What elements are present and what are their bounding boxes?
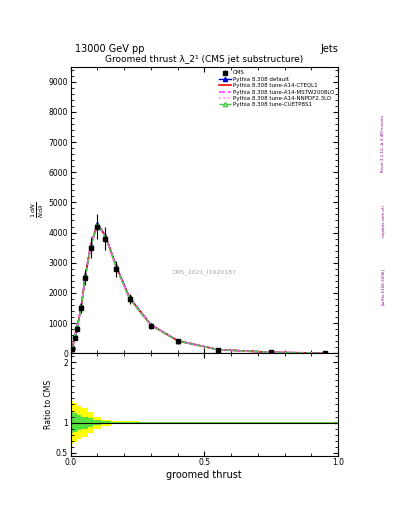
Pythia 8.308 tune-A14-CTEQL1 [75,324,80,330]
Pythia 8.308 tune-CUETP8S1 [75,324,80,330]
Pythia 8.308 tune-A14-MSTW2008LO [127,295,132,302]
Pythia 8.308 default [88,242,93,248]
Pythia 8.308 tune-A14-CTEQL1 [72,332,77,338]
Pythia 8.308 tune-CUETP8S1 [114,264,119,270]
Pythia 8.308 tune-CUETP8S1 [103,234,108,240]
Pythia 8.308 tune-CUETP8S1 [69,349,74,355]
Pythia 8.308 tune-A14-MSTW2008LO [103,233,108,240]
Pythia 8.308 tune-A14-CTEQL1 [269,349,274,355]
Pythia 8.308 tune-A14-NNPDF2.3LO [83,273,88,279]
Pythia 8.308 tune-A14-MSTW2008LO [88,243,93,249]
Pythia 8.308 tune-A14-MSTW2008LO [175,338,180,344]
Pythia 8.308 default [83,272,88,278]
Pythia 8.308 tune-A14-NNPDF2.3LO [322,350,327,356]
Pythia 8.308 tune-A14-NNPDF2.3LO [269,349,274,355]
Pythia 8.308 tune-A14-NNPDF2.3LO [69,349,74,355]
Pythia 8.308 tune-A14-MSTW2008LO [79,303,84,309]
Pythia 8.308 tune-A14-MSTW2008LO [95,222,100,228]
Pythia 8.308 tune-A14-NNPDF2.3LO [88,243,93,249]
Pythia 8.308 default [215,347,220,353]
Pythia 8.308 tune-A14-CTEQL1 [79,303,84,309]
Pythia 8.308 tune-A14-MSTW2008LO [215,347,220,353]
Pythia 8.308 default [175,337,180,344]
Pythia 8.308 tune-A14-NNPDF2.3LO [114,264,119,270]
Text: 13000 GeV pp: 13000 GeV pp [75,44,144,54]
Pythia 8.308 tune-CUETP8S1 [149,322,153,328]
Title: Groomed thrust λ_2¹ (CMS jet substructure): Groomed thrust λ_2¹ (CMS jet substructur… [105,55,303,65]
Pythia 8.308 default [79,302,84,308]
Pythia 8.308 default [69,349,74,355]
Pythia 8.308 default [269,349,274,355]
Pythia 8.308 tune-CUETP8S1 [70,344,75,350]
Pythia 8.308 tune-A14-CTEQL1 [103,233,108,239]
Pythia 8.308 tune-CUETP8S1 [269,349,274,355]
Pythia 8.308 tune-CUETP8S1 [79,304,84,310]
Pythia 8.308 tune-A14-MSTW2008LO [149,322,153,328]
Text: Rivet 3.1.10, ≥ 2.4M events: Rivet 3.1.10, ≥ 2.4M events [381,115,385,172]
Text: [arXiv:1306.3436]: [arXiv:1306.3436] [381,268,385,305]
Pythia 8.308 tune-CUETP8S1 [83,273,88,280]
Text: Jets: Jets [320,44,338,54]
Pythia 8.308 tune-A14-NNPDF2.3LO [72,333,77,339]
Pythia 8.308 default [114,263,119,269]
Line: Pythia 8.308 tune-A14-MSTW2008LO: Pythia 8.308 tune-A14-MSTW2008LO [72,225,325,353]
Pythia 8.308 tune-CUETP8S1 [127,296,132,302]
Pythia 8.308 tune-A14-CTEQL1 [114,263,119,269]
Pythia 8.308 tune-A14-MSTW2008LO [70,344,75,350]
Pythia 8.308 tune-A14-NNPDF2.3LO [79,303,84,309]
Pythia 8.308 default [103,232,108,239]
Pythia 8.308 tune-A14-CTEQL1 [322,350,327,356]
Pythia 8.308 default [72,332,77,338]
Line: Pythia 8.308 tune-CUETP8S1: Pythia 8.308 tune-CUETP8S1 [69,223,327,355]
Pythia 8.308 tune-CUETP8S1 [175,338,180,344]
Line: Pythia 8.308 default: Pythia 8.308 default [69,221,327,355]
Pythia 8.308 default [322,350,327,356]
Pythia 8.308 tune-A14-CTEQL1 [83,272,88,279]
Pythia 8.308 tune-A14-CTEQL1 [127,295,132,301]
Line: Pythia 8.308 tune-A14-NNPDF2.3LO: Pythia 8.308 tune-A14-NNPDF2.3LO [72,224,325,353]
Pythia 8.308 tune-A14-NNPDF2.3LO [103,233,108,240]
Pythia 8.308 default [95,221,100,227]
Pythia 8.308 tune-A14-NNPDF2.3LO [75,324,80,330]
Y-axis label: $\frac{1}{N}\frac{\mathrm{d}N}{\mathrm{d}\lambda}$: $\frac{1}{N}\frac{\mathrm{d}N}{\mathrm{d… [29,202,46,218]
Pythia 8.308 tune-A14-MSTW2008LO [114,264,119,270]
Pythia 8.308 tune-A14-CTEQL1 [215,347,220,353]
Legend: CMS, Pythia 8.308 default, Pythia 8.308 tune-A14-CTEQL1, Pythia 8.308 tune-A14-M: CMS, Pythia 8.308 default, Pythia 8.308 … [218,69,335,109]
Pythia 8.308 default [127,294,132,301]
Pythia 8.308 tune-A14-MSTW2008LO [69,349,74,355]
Pythia 8.308 tune-A14-CTEQL1 [88,242,93,248]
Pythia 8.308 tune-A14-MSTW2008LO [83,273,88,279]
Pythia 8.308 default [75,323,80,329]
Text: mcplots.cern.ch: mcplots.cern.ch [381,204,385,237]
Pythia 8.308 tune-A14-NNPDF2.3LO [149,322,153,328]
Y-axis label: Ratio to CMS: Ratio to CMS [44,380,53,429]
Pythia 8.308 tune-A14-MSTW2008LO [322,350,327,356]
Pythia 8.308 tune-A14-NNPDF2.3LO [95,221,100,227]
Pythia 8.308 tune-A14-CTEQL1 [149,322,153,328]
Pythia 8.308 tune-A14-MSTW2008LO [72,333,77,339]
Pythia 8.308 tune-A14-MSTW2008LO [75,324,80,330]
Text: CMS_2021_I1920187: CMS_2021_I1920187 [172,269,237,274]
Pythia 8.308 tune-A14-NNPDF2.3LO [175,338,180,344]
Pythia 8.308 tune-CUETP8S1 [215,347,220,353]
Pythia 8.308 tune-A14-CTEQL1 [70,344,75,350]
Pythia 8.308 tune-A14-CTEQL1 [69,349,74,355]
Pythia 8.308 tune-CUETP8S1 [95,222,100,228]
Pythia 8.308 tune-A14-NNPDF2.3LO [70,344,75,350]
Pythia 8.308 tune-CUETP8S1 [72,333,77,339]
X-axis label: groomed thrust: groomed thrust [167,470,242,480]
Pythia 8.308 tune-A14-NNPDF2.3LO [127,295,132,302]
Pythia 8.308 tune-A14-NNPDF2.3LO [215,347,220,353]
Pythia 8.308 tune-CUETP8S1 [322,350,327,356]
Line: Pythia 8.308 tune-A14-CTEQL1: Pythia 8.308 tune-A14-CTEQL1 [72,224,325,353]
Pythia 8.308 tune-CUETP8S1 [88,243,93,249]
Pythia 8.308 tune-A14-CTEQL1 [95,221,100,227]
Pythia 8.308 default [70,344,75,350]
Pythia 8.308 tune-A14-CTEQL1 [175,338,180,344]
Pythia 8.308 default [149,322,153,328]
Pythia 8.308 tune-A14-MSTW2008LO [269,349,274,355]
